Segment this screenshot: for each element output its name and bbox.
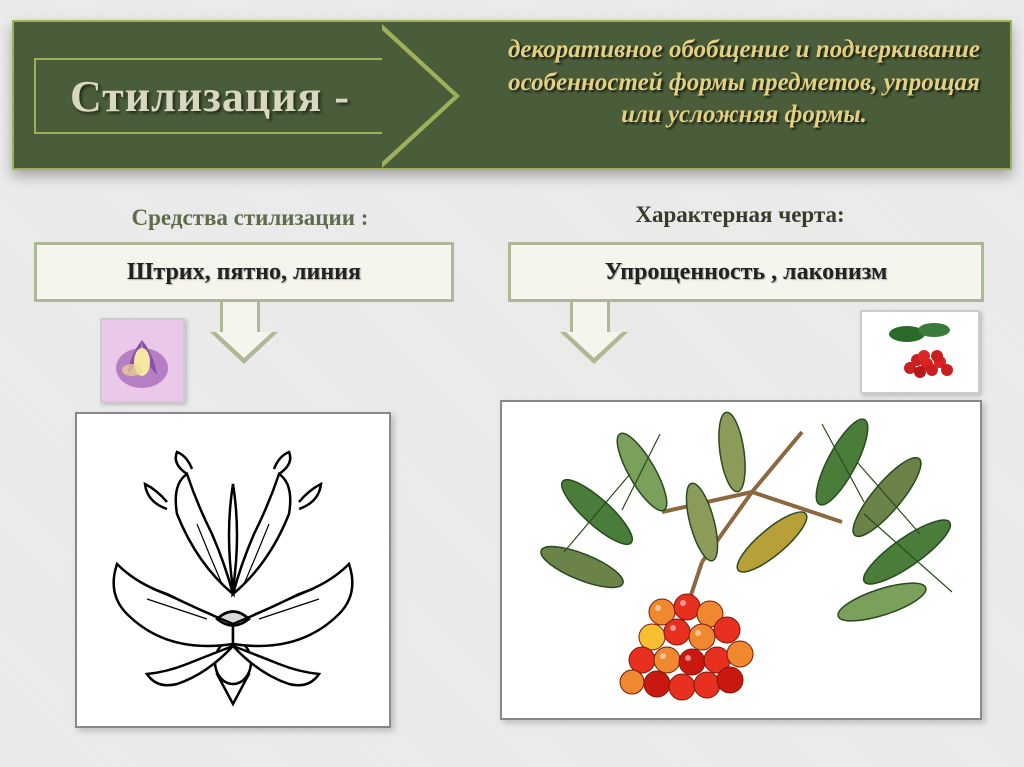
right-down-arrow-icon [560,302,620,364]
main-title: Стилизация - [70,71,350,122]
rowan-photo [860,310,980,394]
right-box-text: Упрощенность , лаконизм [605,259,888,286]
iris-photo [100,318,185,403]
left-down-arrow-icon [210,302,270,364]
right-subheader: Характерная черта: [590,202,890,228]
left-box: Штрих, пятно, линия [34,242,454,302]
left-subheader: Средства стилизации : [100,205,400,231]
header-banner: Стилизация - декоративное обобщение и по… [12,20,1012,170]
left-box-text: Штрих, пятно, линия [127,259,361,286]
right-box: Упрощенность , лаконизм [508,242,984,302]
iris-linedrawing [75,412,391,728]
definition-text: декоративное обобщение и подчеркивание о… [494,34,994,132]
title-arrow: Стилизация - [34,58,454,134]
rowan-stylized [500,400,982,720]
